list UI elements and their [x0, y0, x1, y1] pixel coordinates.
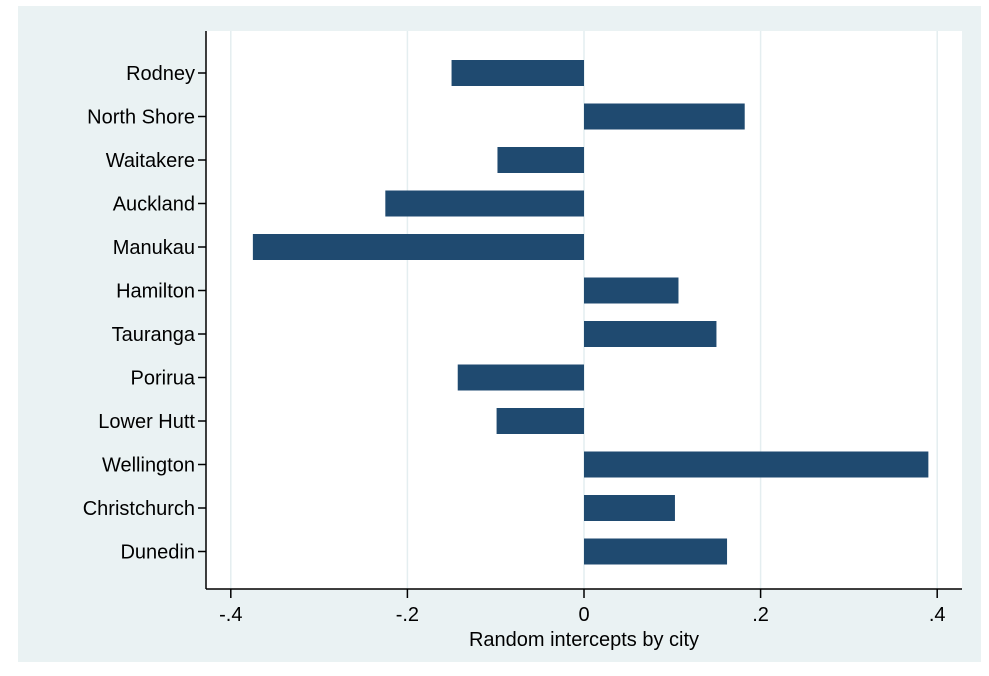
- bar-waitakere: [497, 147, 584, 173]
- bar-christchurch: [584, 495, 675, 521]
- x-tick-label: .2: [752, 604, 769, 626]
- bar-north-shore: [584, 103, 745, 130]
- category-label: Christchurch: [83, 498, 195, 520]
- bars: [252, 60, 929, 565]
- bar-tauranga: [584, 321, 717, 347]
- category-label: Dunedin: [120, 542, 195, 564]
- x-tick-label: -.2: [396, 604, 419, 626]
- category-label: Auckland: [113, 194, 195, 216]
- bar-manukau: [252, 234, 584, 260]
- x-tick-label: -.4: [219, 604, 242, 626]
- category-label: Wellington: [102, 455, 195, 477]
- bar-rodney: [451, 60, 584, 86]
- bar-auckland: [385, 190, 584, 217]
- category-label: Manukau: [113, 237, 195, 259]
- category-label: Porirua: [131, 368, 196, 390]
- category-label: Waitakere: [106, 150, 195, 172]
- bar-wellington: [584, 451, 929, 478]
- category-label: Rodney: [126, 63, 195, 85]
- bar-porirua: [457, 364, 584, 391]
- x-tick-label: 0: [578, 604, 589, 626]
- category-label: Tauranga: [112, 324, 196, 346]
- x-axis-title: Random intercepts by city: [469, 629, 699, 651]
- category-label: North Shore: [87, 107, 195, 129]
- x-tick-label: .4: [929, 604, 946, 626]
- category-labels: Rodney North Shore Waitakere Auckland Manuka…: [83, 63, 206, 564]
- bar-hamilton: [584, 277, 679, 304]
- x-axis-ticks: -.4 -.2 0 .2 .4: [219, 589, 946, 626]
- category-label: Hamilton: [116, 281, 195, 303]
- category-label: Lower Hutt: [98, 411, 195, 433]
- bar-dunedin: [584, 538, 728, 565]
- bar-lower-hutt: [496, 408, 584, 434]
